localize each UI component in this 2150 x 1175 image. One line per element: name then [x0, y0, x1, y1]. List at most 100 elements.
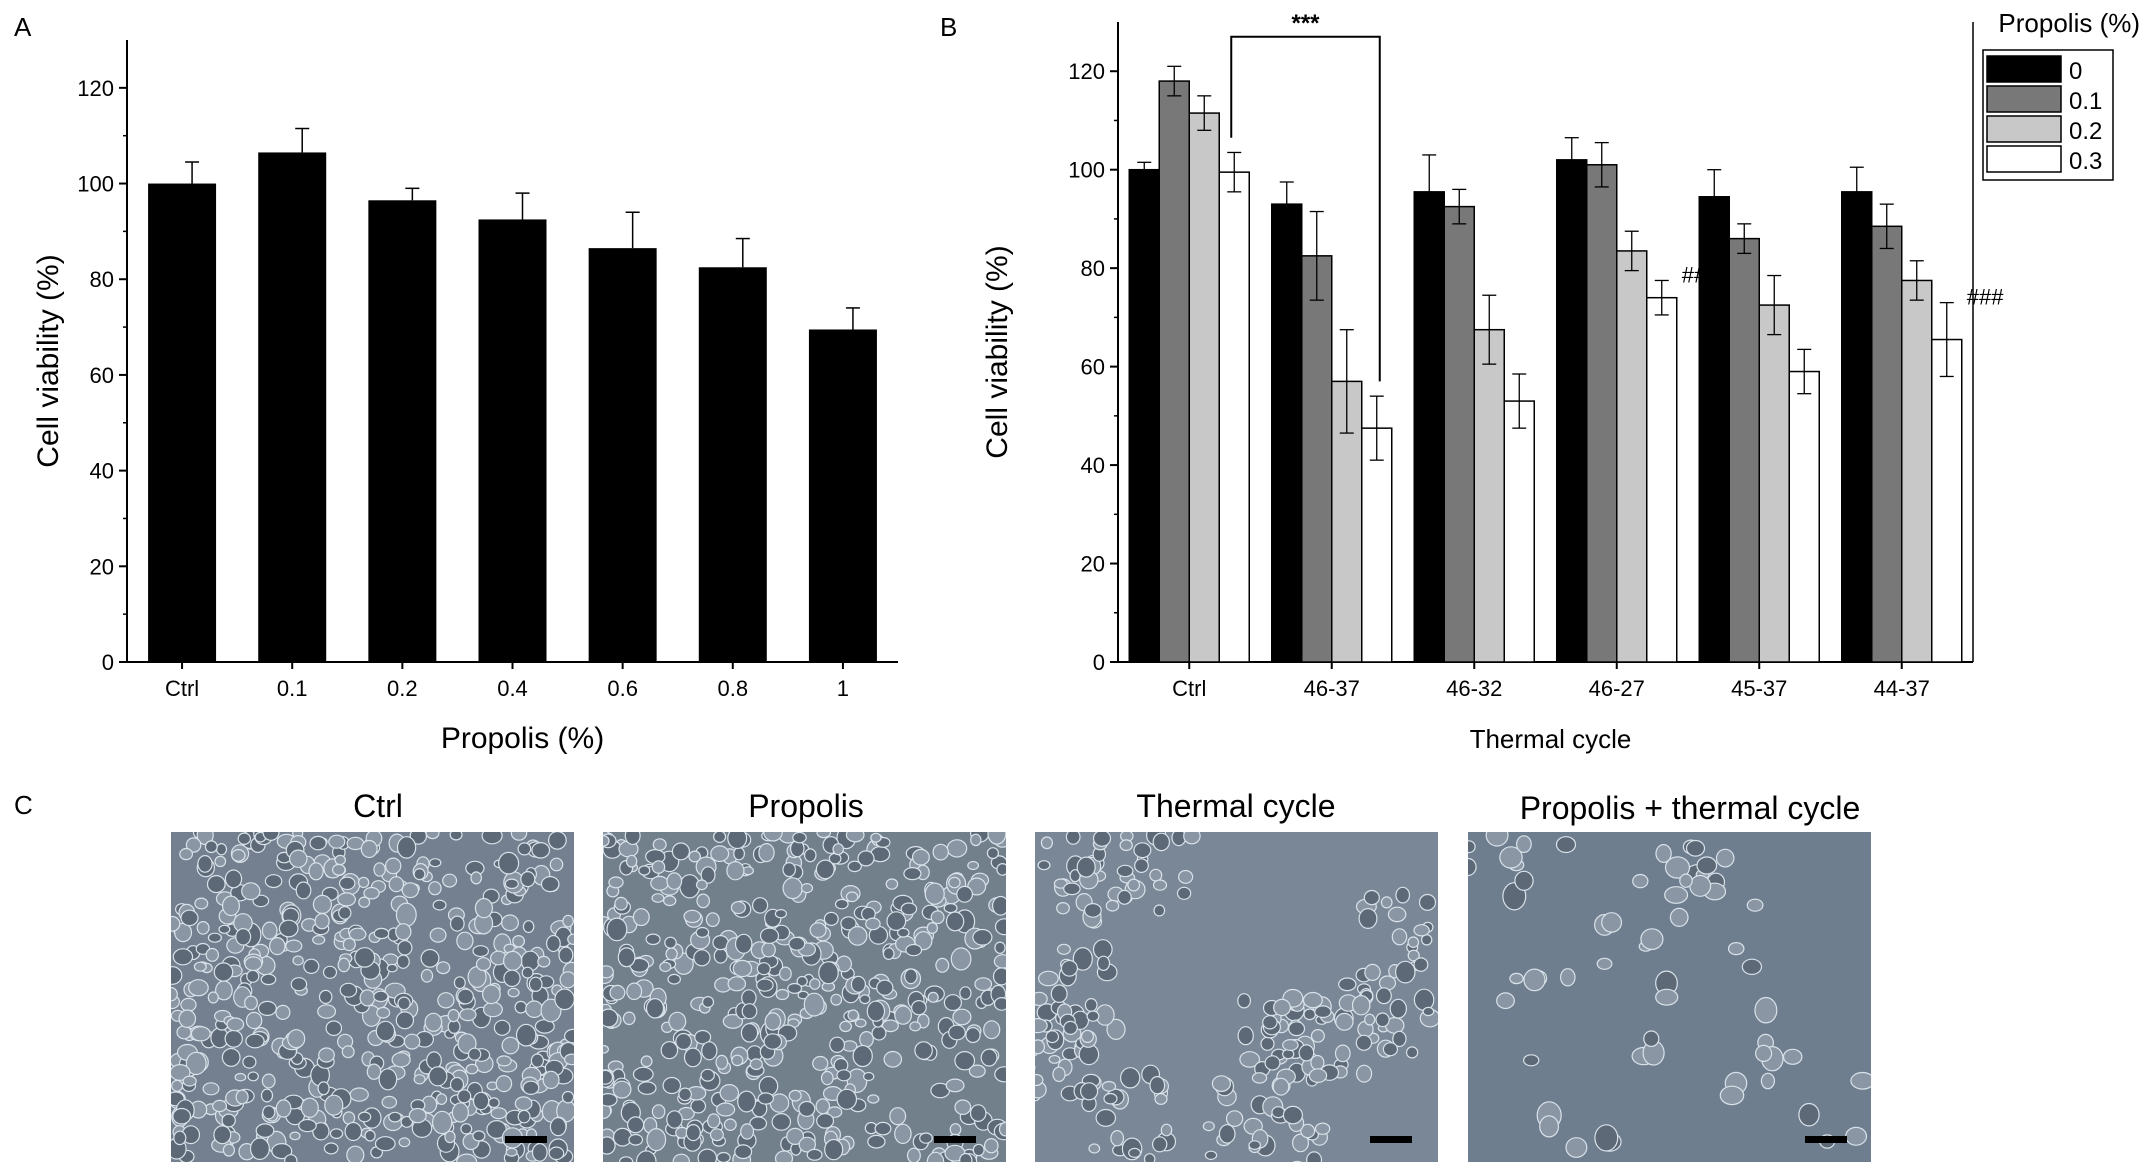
cell: [1306, 1151, 1323, 1162]
cell: [1154, 1093, 1168, 1105]
chart-b-bar-0: [1413, 191, 1445, 663]
chart-a-x-tick-label: 0.1: [277, 676, 308, 701]
cell: [180, 909, 199, 927]
cell: [244, 956, 263, 972]
cell: [1303, 1008, 1316, 1021]
chart-b-x-tick-label: Ctrl: [1172, 676, 1206, 701]
cell: [349, 1087, 369, 1102]
chart-a-x-tick-label: Ctrl: [165, 676, 199, 701]
cell: [1754, 996, 1778, 1024]
cell: [317, 1081, 330, 1096]
cell: [437, 992, 455, 1009]
cell: [470, 871, 482, 885]
micrograph-texture: [1035, 832, 1438, 1162]
chart-b-y-tick-label: 100: [1068, 158, 1105, 183]
cell: [493, 1019, 511, 1036]
cell: [935, 957, 950, 973]
cell: [1798, 1102, 1820, 1127]
cell: [1128, 1147, 1142, 1158]
chart-b-bar-0: [1128, 168, 1160, 663]
chart-b-y-tick-label: 40: [1081, 453, 1105, 478]
chart-b-bar-0_1: [1443, 205, 1475, 663]
chart-b-bar-0_3: [1361, 427, 1393, 663]
cell: [1755, 1044, 1773, 1062]
cell: [774, 1150, 794, 1162]
cell: [652, 838, 667, 852]
cell: [816, 1113, 835, 1129]
cell: [396, 836, 417, 859]
cell: [993, 997, 1006, 1011]
cell: [549, 857, 564, 872]
cell: [505, 1147, 518, 1157]
cell: [903, 866, 922, 881]
chart-b-legend-label: 0.2: [2069, 118, 2102, 145]
cell: [334, 854, 346, 866]
cell: [173, 1130, 187, 1146]
cell: [1689, 874, 1712, 897]
cell: [398, 1137, 411, 1148]
scale-bar-ctrl: [505, 1136, 547, 1143]
cell: [840, 916, 857, 931]
cell: [1105, 899, 1120, 912]
cell: [1356, 1064, 1373, 1083]
cell: [436, 1093, 448, 1106]
cell: [425, 832, 440, 840]
cell: [1035, 1039, 1045, 1055]
cell: [894, 1005, 913, 1025]
chart-b-y-tick-label: 80: [1081, 256, 1105, 281]
cell: [756, 978, 774, 992]
cell: [202, 1082, 220, 1096]
cell: [683, 909, 702, 924]
cell: [983, 1020, 1001, 1040]
cell: [1225, 1110, 1244, 1128]
cell: [867, 1094, 880, 1104]
cell: [1063, 1020, 1078, 1035]
cell: [457, 988, 474, 1005]
cell: [737, 1090, 757, 1113]
cell: [1351, 994, 1371, 1016]
cell: [1143, 1153, 1156, 1162]
cell: [501, 1036, 520, 1055]
cell: [636, 1150, 657, 1162]
micrograph-propolis-thermal-cycle: [1468, 832, 1871, 1162]
cell: [1375, 1012, 1390, 1028]
cell: [1035, 1018, 1048, 1034]
cell: [943, 902, 958, 914]
chart-b-significance-bracket: [1230, 35, 1381, 382]
cell: [420, 948, 440, 968]
chart-b-bar-0: [1556, 159, 1588, 663]
chart-b-bar-0_2: [1473, 328, 1505, 663]
cell: [517, 842, 532, 856]
cell: [986, 847, 999, 860]
cell: [312, 1122, 330, 1141]
cell: [531, 1143, 548, 1162]
cell: [207, 932, 223, 943]
cell: [1176, 886, 1192, 900]
cell: [400, 1115, 414, 1128]
cell: [221, 1113, 236, 1128]
cell: [1555, 836, 1577, 854]
cell: [1302, 991, 1323, 1009]
cell: [705, 912, 720, 927]
cell: [525, 1000, 544, 1018]
cell: [896, 927, 910, 938]
cell: [531, 841, 551, 859]
cell: [172, 948, 194, 966]
cell: [1096, 955, 1111, 972]
cell: [1640, 928, 1664, 950]
cell: [323, 1142, 339, 1155]
cell: [956, 885, 974, 903]
cell: [834, 898, 849, 910]
cell: [1260, 1036, 1275, 1051]
chart-a-bar: [148, 183, 217, 663]
cell: [324, 1094, 344, 1116]
cell: [1149, 1075, 1166, 1095]
cell: [562, 914, 574, 928]
cell: [693, 949, 711, 967]
cell: [992, 967, 1006, 986]
cell: [363, 886, 380, 900]
cell: [373, 927, 390, 940]
cell: [996, 863, 1006, 876]
chart-b-x-tick-label: 44-37: [1874, 676, 1930, 701]
cell: [308, 862, 324, 881]
